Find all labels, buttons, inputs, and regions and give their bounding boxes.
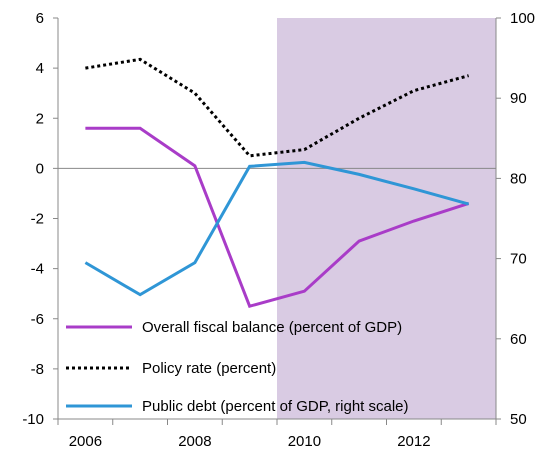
x-tick-label: 2008 [178, 433, 211, 450]
right-tick-label: 100 [510, 10, 535, 27]
left-tick-label: 6 [36, 10, 44, 27]
left-axis: -10 -8 -6 -4 -2 0 2 4 6 [22, 10, 59, 428]
left-tick-label: -10 [22, 411, 44, 428]
series-line-3 [84, 160, 470, 297]
left-tick-label: -4 [31, 261, 44, 278]
series-lines [84, 57, 470, 309]
legend-label-1: Overall fiscal balance (percent of GDP) [142, 319, 402, 336]
right-axis: 50 60 70 80 90 100 [495, 10, 535, 428]
legend: Overall fiscal balance (percent of GDP) P… [66, 319, 409, 415]
left-tick-label: -8 [31, 361, 44, 378]
x-tick-label: 2012 [397, 433, 430, 450]
legend-label-2: Policy rate (percent) [142, 360, 276, 377]
right-tick-label: 60 [510, 331, 527, 348]
right-tick-label: 80 [510, 170, 527, 187]
series-line-2 [85, 57, 470, 158]
right-tick-label: 70 [510, 251, 527, 268]
left-tick-label: 0 [36, 160, 44, 177]
right-tick-label: 50 [510, 411, 527, 428]
left-tick-label: 2 [36, 110, 44, 127]
right-tick-label: 90 [510, 90, 527, 107]
x-tick-label: 2006 [69, 433, 102, 450]
series-line-1 [85, 126, 470, 309]
x-tick-label: 2010 [288, 433, 321, 450]
left-tick-label: 4 [36, 60, 44, 77]
shaded-region [277, 18, 496, 419]
x-axis: 2006 2008 2010 2012 [57, 167, 497, 450]
left-tick-label: -2 [31, 211, 44, 228]
left-tick-label: -6 [31, 311, 44, 328]
legend-label-3: Public debt (percent of GDP, right scale… [142, 398, 409, 415]
